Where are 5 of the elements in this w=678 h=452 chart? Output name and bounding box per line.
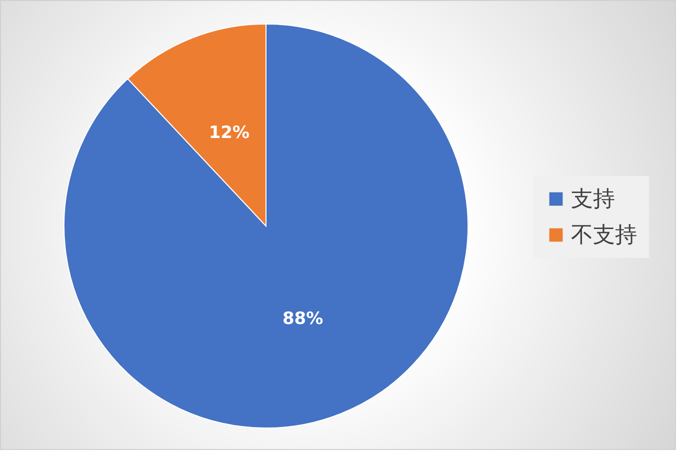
slice-label: 支持 xyxy=(571,187,615,212)
legend-label: 不支持 xyxy=(571,223,637,248)
pie-slice xyxy=(64,24,468,428)
data-label: 12% xyxy=(208,123,250,144)
data-label: 88% xyxy=(282,308,324,329)
